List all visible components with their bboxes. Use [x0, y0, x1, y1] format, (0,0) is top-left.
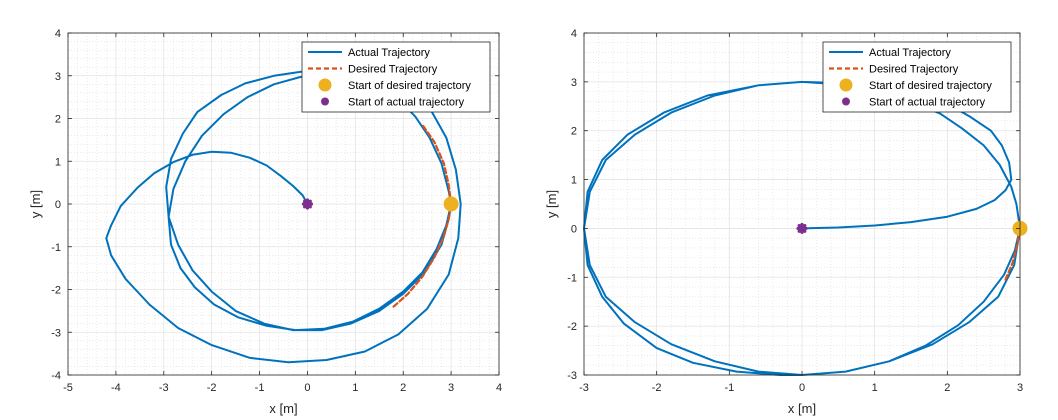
x-tick-label: 1 [352, 382, 358, 394]
x-tick-label: -2 [652, 382, 662, 394]
y-tick-label: 4 [55, 28, 61, 40]
y-tick-label: -1 [567, 272, 577, 284]
start-actual-marker-lobe [303, 199, 307, 203]
legend-swatch-start-desired [839, 78, 853, 92]
start-actual-marker-lobe [797, 224, 801, 228]
x-tick-label: 0 [799, 382, 805, 394]
y-axis-label: y [m] [544, 190, 559, 218]
y-tick-label: -2 [51, 285, 61, 297]
x-tick-label: -1 [255, 382, 265, 394]
actual-trajectory-line [105, 68, 462, 364]
x-tick-label: -3 [579, 382, 589, 394]
y-axis-label: y [m] [28, 190, 43, 218]
legend-swatch-start-actual [321, 97, 329, 106]
x-tick-label: -1 [724, 382, 734, 394]
x-tick-label: 3 [448, 382, 454, 394]
start-actual-marker-lobe [309, 202, 314, 206]
legend-swatch-start-actual [842, 97, 850, 106]
start-actual-marker-lobe [800, 230, 804, 235]
y-tick-label: -1 [51, 242, 61, 254]
start-actual-marker-lobe [308, 205, 312, 209]
legend-label: Start of desired trajectory [348, 80, 471, 92]
x-tick-label: 0 [304, 382, 310, 394]
y-tick-label: 4 [571, 28, 577, 40]
y-tick-label: -3 [51, 327, 61, 339]
desired-trajectory-line [1004, 227, 1022, 281]
x-tick-label: 4 [496, 382, 502, 394]
x-axis-label: x [m] [269, 401, 297, 416]
x-tick-label: -5 [63, 382, 73, 394]
start-desired-marker [443, 196, 459, 212]
legend-label: Start of desired trajectory [869, 80, 992, 92]
x-tick-label: 1 [872, 382, 878, 394]
legend-label: Actual Trajectory [869, 47, 951, 59]
y-tick-label: 2 [571, 126, 577, 138]
y-tick-label: 1 [571, 175, 577, 187]
y-tick-label: 1 [55, 156, 61, 168]
legend-label: Actual Trajectory [348, 47, 430, 59]
y-tick-label: 0 [571, 223, 577, 235]
legend-label: Desired Trajectory [348, 64, 438, 76]
start-actual-marker-lobe [803, 224, 807, 228]
y-tick-label: -2 [567, 321, 577, 333]
legend: Actual Trajectory Desired Trajectory Start… [822, 41, 1012, 113]
y-tick-label: 2 [55, 114, 61, 126]
start-actual-marker-lobe [804, 226, 808, 231]
actual-trajectory-line [583, 80, 1021, 376]
start-actual-marker-lobe [301, 202, 306, 206]
y-tick-label: -3 [567, 370, 577, 382]
x-tick-label: 3 [1017, 382, 1023, 394]
right-trajectory-plot: -3 -2 -1 0 1 2 3 -3 -2 -1 0 1 2 3 4 x [m] y [m] Actual Tr… [544, 28, 1028, 416]
start-actual-marker-lobe [308, 199, 312, 203]
legend: Actual Trajectory Desired Trajectory Start… [301, 41, 491, 113]
legend-label: Start of actual trajectory [348, 97, 465, 109]
x-tick-label: -4 [111, 382, 121, 394]
x-tick-label: -2 [207, 382, 217, 394]
y-tick-label: 0 [55, 199, 61, 211]
y-tick-label: -4 [51, 370, 61, 382]
legend-box [822, 41, 1012, 113]
x-axis-label: x [m] [788, 401, 816, 416]
start-actual-marker-lobe [796, 226, 800, 231]
start-actual-marker-lobe [305, 206, 310, 210]
x-tick-label: 2 [944, 382, 950, 394]
start-actual-marker-lobe [305, 198, 310, 202]
y-tick-label: 3 [55, 71, 61, 83]
start-actual-marker-lobe [303, 205, 307, 209]
x-tick-label: -3 [159, 382, 169, 394]
start-actual-marker-lobe [803, 229, 807, 233]
legend-label: Desired Trajectory [869, 64, 959, 76]
legend-box [301, 41, 491, 113]
y-tick-label: 3 [571, 77, 577, 89]
legend-swatch-start-desired [318, 78, 332, 92]
legend-label: Start of actual trajectory [869, 97, 986, 109]
start-actual-marker-lobe [797, 229, 801, 233]
desired-trajectory-line [392, 123, 453, 308]
start-actual-marker-lobe [800, 222, 804, 227]
x-tick-label: 2 [400, 382, 406, 394]
